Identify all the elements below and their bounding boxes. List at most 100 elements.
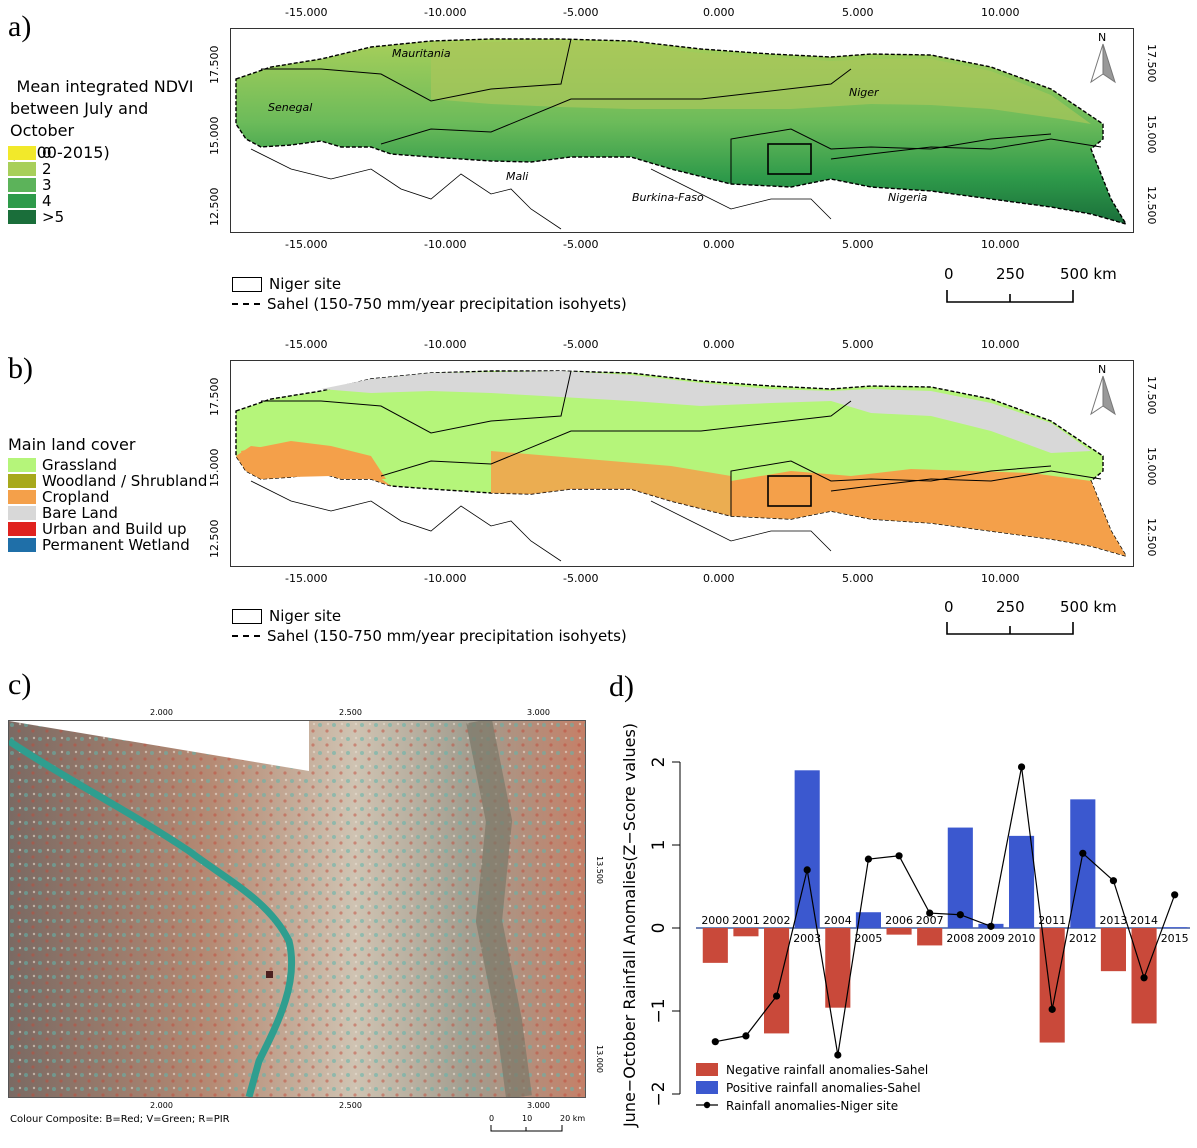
niger-site-point (834, 1051, 842, 1059)
top-tick-label-c: 2.500 (339, 708, 362, 717)
niger-site-point (926, 909, 934, 917)
niger-site-point (1109, 877, 1118, 885)
ndvi-low-zone (431, 41, 1091, 124)
ndvi-map (230, 28, 1134, 233)
bottom-tick-label: 5.000 (842, 238, 874, 251)
bottom-tick-label: -5.000 (563, 238, 599, 251)
right-tick-label: 17.500 (1145, 44, 1158, 83)
left-tick-label: 17.500 (208, 377, 221, 417)
border-mali (380, 68, 852, 145)
ndvi-legend-item: >5 (8, 208, 64, 226)
niger-site-text-b: Niger site (269, 607, 342, 625)
scale-b-500: 500 km (1060, 598, 1117, 616)
negative-anomaly-bar (702, 928, 728, 963)
ndvi-legend-label: >5 (42, 208, 65, 226)
label-senegal: Senegal (268, 101, 313, 114)
top-tick-label: 10.000 (981, 338, 1020, 351)
landcover-map (230, 360, 1134, 567)
niger-site-point (742, 1032, 750, 1040)
year-label: 2000 (701, 914, 729, 927)
top-tick-label: -5.000 (563, 338, 599, 351)
landcover-legend-label: Grassland (42, 456, 117, 474)
bottom-tick-label: 5.000 (842, 572, 874, 585)
ndvi-legend-label: 0 (42, 144, 52, 162)
north-label-b: N (1098, 363, 1106, 376)
north-arrow-icon: N (1090, 31, 1116, 84)
bottom-tick-label: -15.000 (285, 572, 328, 585)
site-box-symbol-b (232, 608, 262, 624)
y-tick-label: 2 (649, 757, 669, 768)
legend-label: Positive rainfall anomalies-Sahel (726, 1081, 921, 1095)
landcover-legend-item: Grassland (8, 456, 117, 474)
landcover-legend-item: Urban and Build up (8, 520, 187, 538)
landcover-legend-label: Cropland (42, 488, 110, 506)
niger-site-point (803, 866, 811, 874)
composite-caption: Colour Composite: B=Red; V=Green; R=PIR (10, 1114, 230, 1125)
landcover-legend-item: Bare Land (8, 504, 118, 522)
y-tick-label: −1 (649, 998, 669, 1023)
ndvi-legend-label: 4 (42, 192, 52, 210)
label-nigeria: Nigeria (888, 191, 928, 204)
ndvi-legend-swatch (8, 162, 36, 176)
bottom-tick-label: 10.000 (981, 572, 1020, 585)
right-tick-label: 12.500 (1145, 186, 1158, 225)
landcover-legend-swatch (8, 506, 36, 520)
niger-site-point (1017, 763, 1026, 771)
border-mauritania (261, 38, 572, 102)
panel-b-letter: b) (8, 352, 33, 385)
landcover-legend-swatch (8, 474, 36, 488)
landcover-legend-label: Woodland / Shrubland (42, 472, 208, 490)
bottom-tick-label-c: 2.000 (150, 1101, 173, 1110)
negative-anomaly-bar (733, 928, 759, 937)
niger-site-point (1171, 891, 1179, 899)
satellite-image (8, 720, 586, 1098)
panel-d-letter: d) (609, 670, 634, 703)
scale-bar-a (946, 290, 1074, 303)
niger-site-legend: Niger site (232, 275, 341, 293)
bare-land-zone (321, 371, 1091, 453)
sahel-dash-symbol (232, 303, 260, 305)
left-tick-label: 15.000 (208, 116, 221, 156)
left-tick-label: 15.000 (208, 448, 221, 488)
site-marker (266, 971, 273, 978)
sahel-legend: Sahel (150-750 mm/year precipitation iso… (232, 295, 627, 313)
positive-anomaly-bar (794, 770, 820, 928)
border-burkina (650, 168, 832, 220)
panel-c-letter: c) (8, 668, 32, 701)
year-label: 2006 (885, 914, 913, 927)
top-tick-label: -15.000 (285, 6, 328, 19)
niger-site-line (715, 766, 1176, 1056)
niger-site-point (895, 852, 903, 860)
year-label: 2003 (793, 932, 821, 945)
top-tick-label: -10.000 (424, 6, 467, 19)
sahel-legend-b: Sahel (150-750 mm/year precipitation iso… (232, 627, 627, 645)
label-mauritania: Mauritania (392, 47, 451, 60)
y-tick-label: −2 (649, 1081, 669, 1106)
year-label: 2007 (916, 914, 944, 927)
negative-anomaly-bar (825, 928, 851, 1008)
landcover-legend-swatch (8, 538, 36, 552)
year-label: 2008 (946, 932, 974, 945)
left-tick-label: 17.500 (208, 45, 221, 85)
ndvi-legend-swatch (8, 194, 36, 208)
top-tick-label: -15.000 (285, 338, 328, 351)
scale-bar-b (946, 622, 1074, 635)
niger-site-point (772, 992, 781, 1000)
ndvi-legend-item: 0 (8, 144, 52, 162)
landcover-legend-label: Permanent Wetland (42, 536, 190, 554)
scale-a-500: 500 km (1060, 265, 1117, 283)
niger-site-point (864, 855, 873, 863)
legend-label: Rainfall anomalies-Niger site (726, 1099, 898, 1113)
top-tick-label-c: 2.000 (150, 708, 173, 717)
sahel-dash-symbol-b (232, 635, 260, 637)
year-label: 2014 (1130, 914, 1158, 927)
niger-river (9, 738, 296, 1097)
ndvi-map-svg (235, 38, 1128, 230)
legend-label: Negative rainfall anomalies-Sahel (726, 1063, 928, 1077)
landcover-legend-item: Woodland / Shrubland (8, 472, 207, 490)
positive-anomaly-bar (855, 912, 881, 928)
bottom-tick-label: -10.000 (424, 572, 467, 585)
landcover-legend-title: Main land cover (8, 435, 136, 454)
top-tick-label: 5.000 (842, 338, 874, 351)
panel-a-letter: a) (8, 10, 32, 43)
